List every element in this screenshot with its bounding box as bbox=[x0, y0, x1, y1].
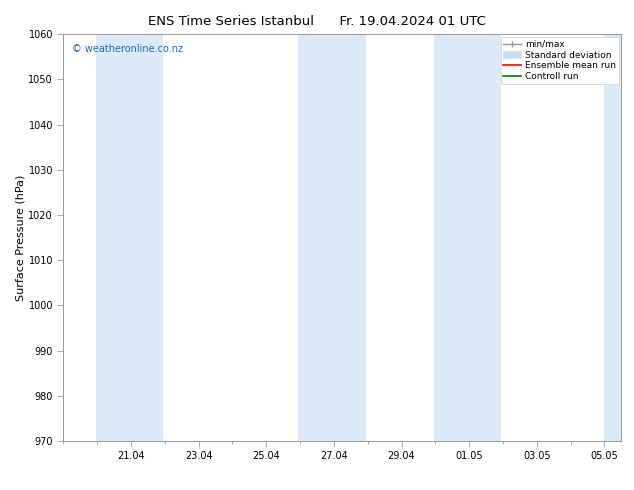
Legend: min/max, Standard deviation, Ensemble mean run, Controll run: min/max, Standard deviation, Ensemble me… bbox=[500, 37, 619, 84]
Bar bbox=[299, 34, 366, 441]
Bar bbox=[604, 34, 621, 441]
Text: ENS Time Series Istanbul      Fr. 19.04.2024 01 UTC: ENS Time Series Istanbul Fr. 19.04.2024 … bbox=[148, 15, 486, 28]
Bar bbox=[96, 34, 163, 441]
Text: © weatheronline.co.nz: © weatheronline.co.nz bbox=[72, 45, 183, 54]
Y-axis label: Surface Pressure (hPa): Surface Pressure (hPa) bbox=[16, 174, 25, 301]
Bar bbox=[434, 34, 501, 441]
